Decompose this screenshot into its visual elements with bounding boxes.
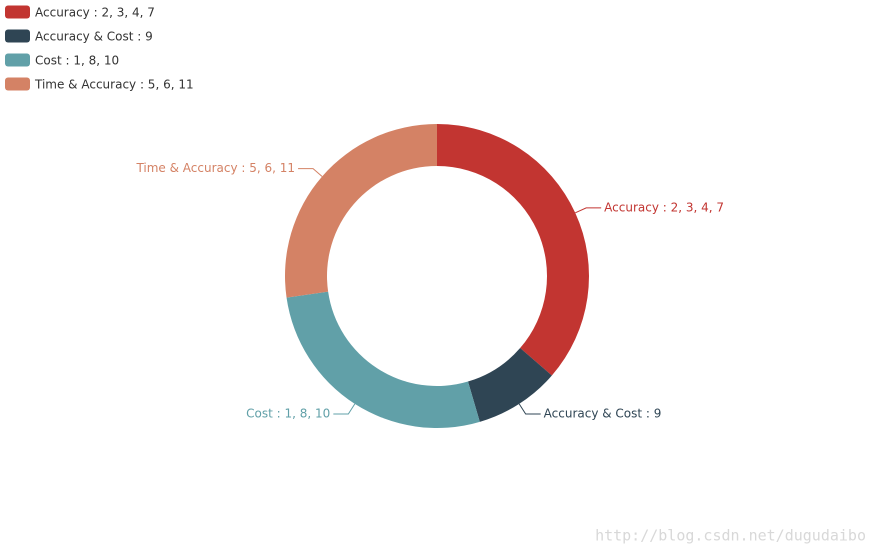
slice[interactable] [467, 348, 552, 422]
slice-label: Accuracy & Cost : 9 [544, 406, 662, 420]
label-line [298, 168, 323, 177]
legend-label[interactable]: Time & Accuracy : 5, 6, 11 [34, 78, 194, 92]
legend-label[interactable]: Cost : 1, 8, 10 [35, 54, 119, 68]
slice-label: Cost : 1, 8, 10 [246, 406, 330, 420]
slice-label: Accuracy : 2, 3, 4, 7 [604, 200, 724, 214]
label-line [333, 403, 356, 415]
legend-swatch[interactable] [5, 53, 30, 67]
legend-swatch[interactable] [5, 77, 30, 91]
legend-swatch[interactable] [5, 29, 30, 43]
legend-label[interactable]: Accuracy & Cost : 9 [35, 30, 153, 44]
legend-swatch[interactable] [5, 5, 30, 19]
slice[interactable] [286, 291, 480, 428]
label-line [575, 207, 602, 214]
slice[interactable] [285, 124, 437, 298]
watermark: http://blog.csdn.net/dugudaibo [595, 527, 866, 545]
label-line [518, 403, 541, 415]
slice[interactable] [437, 124, 589, 376]
slice-label: Time & Accuracy : 5, 6, 11 [135, 161, 295, 175]
legend-label[interactable]: Accuracy : 2, 3, 4, 7 [35, 6, 155, 20]
